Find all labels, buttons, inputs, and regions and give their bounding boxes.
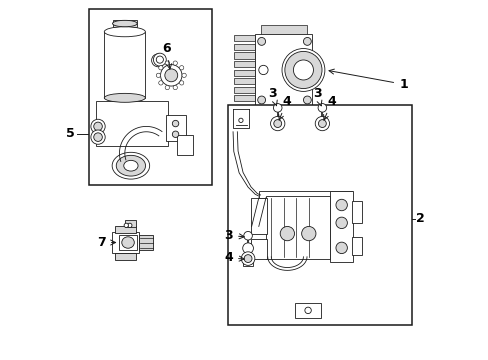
Circle shape xyxy=(91,130,105,144)
Bar xyxy=(228,105,411,325)
Bar xyxy=(112,19,137,27)
Bar xyxy=(260,25,306,34)
Circle shape xyxy=(164,69,177,82)
Circle shape xyxy=(153,53,166,66)
Circle shape xyxy=(244,255,251,262)
Circle shape xyxy=(273,104,282,112)
Text: 1: 1 xyxy=(328,69,407,91)
Circle shape xyxy=(270,116,285,131)
Bar xyxy=(104,32,145,98)
Circle shape xyxy=(94,122,102,131)
Bar xyxy=(112,232,139,253)
Ellipse shape xyxy=(123,160,138,171)
Circle shape xyxy=(159,81,163,85)
Circle shape xyxy=(124,223,128,228)
Ellipse shape xyxy=(112,152,149,179)
Bar xyxy=(351,237,362,255)
Circle shape xyxy=(173,85,177,90)
Text: 4: 4 xyxy=(323,95,336,120)
Circle shape xyxy=(179,66,183,70)
Bar xyxy=(250,198,266,234)
Circle shape xyxy=(172,131,179,138)
Bar xyxy=(233,44,255,50)
Circle shape xyxy=(172,120,179,127)
Bar xyxy=(119,235,136,250)
Bar xyxy=(265,196,329,258)
Circle shape xyxy=(304,307,311,314)
Circle shape xyxy=(156,56,163,63)
Bar xyxy=(165,114,185,141)
Circle shape xyxy=(173,61,177,65)
Circle shape xyxy=(335,242,346,253)
Circle shape xyxy=(301,226,315,241)
Bar xyxy=(115,253,136,260)
Text: 3: 3 xyxy=(312,87,321,106)
Bar xyxy=(233,95,255,102)
Bar xyxy=(329,191,353,262)
Circle shape xyxy=(317,104,326,112)
Bar xyxy=(233,61,255,67)
Circle shape xyxy=(318,120,325,127)
Circle shape xyxy=(94,133,102,141)
Ellipse shape xyxy=(116,156,145,176)
Circle shape xyxy=(257,96,265,104)
Bar xyxy=(139,235,153,250)
Bar xyxy=(255,33,312,105)
Circle shape xyxy=(154,57,162,64)
Circle shape xyxy=(242,243,253,253)
Bar xyxy=(96,102,167,146)
Bar xyxy=(233,78,255,84)
Ellipse shape xyxy=(104,27,145,37)
Bar xyxy=(176,135,192,155)
Circle shape xyxy=(241,252,254,265)
Bar xyxy=(233,53,255,59)
Bar xyxy=(233,87,255,93)
Circle shape xyxy=(244,231,252,240)
Circle shape xyxy=(335,217,346,229)
Circle shape xyxy=(238,118,243,122)
Ellipse shape xyxy=(122,237,134,248)
Circle shape xyxy=(156,73,160,77)
Text: 4: 4 xyxy=(278,95,290,120)
Circle shape xyxy=(258,65,267,75)
Circle shape xyxy=(159,66,163,70)
Text: 3: 3 xyxy=(224,229,244,242)
Ellipse shape xyxy=(104,93,145,102)
Bar xyxy=(242,258,253,266)
Circle shape xyxy=(303,96,311,104)
Bar xyxy=(250,239,266,258)
Text: 6: 6 xyxy=(162,42,171,69)
Text: 4: 4 xyxy=(224,251,244,264)
Circle shape xyxy=(151,54,164,67)
Text: 7: 7 xyxy=(97,236,115,249)
Bar xyxy=(258,191,351,198)
Bar xyxy=(351,202,362,223)
Bar xyxy=(233,69,255,76)
Circle shape xyxy=(280,226,294,241)
Circle shape xyxy=(282,49,324,91)
Circle shape xyxy=(315,116,329,131)
Bar xyxy=(294,303,321,318)
Circle shape xyxy=(160,64,182,86)
Circle shape xyxy=(179,81,183,85)
Circle shape xyxy=(165,61,169,65)
Text: 3: 3 xyxy=(267,87,277,106)
Circle shape xyxy=(127,223,132,228)
Ellipse shape xyxy=(112,20,137,27)
Circle shape xyxy=(293,60,313,80)
Text: 5: 5 xyxy=(66,127,75,140)
Circle shape xyxy=(182,73,186,77)
Bar xyxy=(89,9,212,185)
Text: 2: 2 xyxy=(415,212,424,225)
Bar xyxy=(115,226,136,233)
Bar xyxy=(124,220,135,227)
Circle shape xyxy=(303,37,311,45)
Circle shape xyxy=(335,199,346,211)
Circle shape xyxy=(91,119,105,134)
Bar xyxy=(233,35,255,41)
Circle shape xyxy=(257,37,265,45)
Circle shape xyxy=(285,51,322,89)
Circle shape xyxy=(165,85,169,90)
Circle shape xyxy=(273,120,281,127)
